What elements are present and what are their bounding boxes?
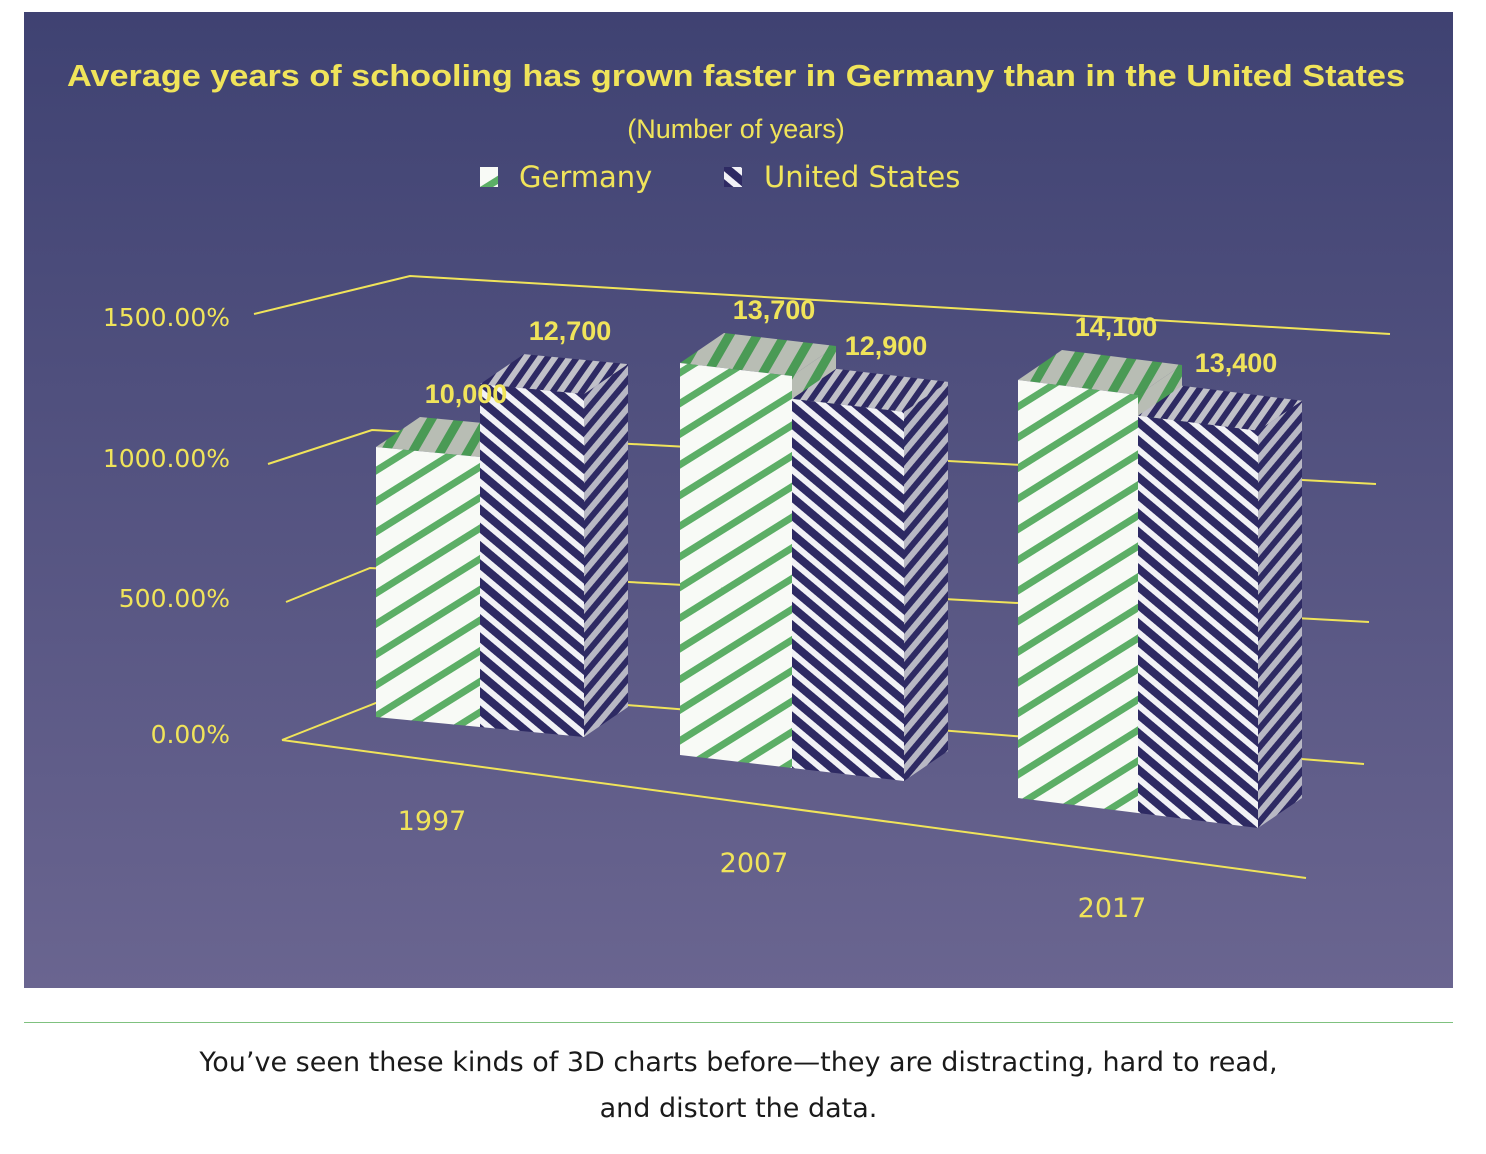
legend-swatch-germany (480, 167, 498, 187)
bar-top (480, 354, 628, 395)
bar-top (1018, 350, 1182, 395)
bar-label-united-states-2007: 12,900 (845, 331, 928, 361)
bar-label-germany-1997: 10,000 (425, 379, 508, 409)
caption: You’ve seen these kinds of 3D charts bef… (24, 1040, 1453, 1132)
bar-label-germany-2007: 13,700 (733, 295, 816, 325)
chart-title: Average years of schooling has grown fas… (67, 58, 1405, 93)
y-axis-ticks: 0.00% 500.00% 1000.00% 1500.00% (103, 303, 230, 749)
bar-label-united-states-2017: 13,400 (1195, 348, 1278, 378)
bar-top (1138, 385, 1302, 431)
legend-label-united-states: United States (764, 160, 960, 194)
caption-line-2: and distort the data. (599, 1093, 878, 1124)
legend: Germany United States (480, 160, 960, 194)
bar-front (1018, 380, 1138, 813)
bar-united-states-2007 (792, 368, 948, 781)
bar-front (680, 363, 792, 768)
y-tick-label: 1000.00% (103, 444, 230, 473)
bar-top (680, 333, 836, 376)
x-tick-label-2007: 2007 (720, 848, 789, 879)
divider (24, 1022, 1453, 1023)
x-axis-ticks: 1997 2007 2017 (398, 806, 1147, 924)
chart-panel: Average years of schooling has grown fas… (24, 12, 1453, 988)
bar-united-states-1997 (480, 354, 628, 737)
y-tick-label: 0.00% (151, 720, 230, 749)
bar-front (480, 384, 584, 737)
bar-side (904, 381, 948, 781)
bar-front (792, 398, 904, 781)
bar-top (792, 368, 948, 412)
y-tick-label: 500.00% (119, 584, 230, 613)
bar-front (376, 447, 480, 727)
caption-line-1: You’ve seen these kinds of 3D charts bef… (199, 1047, 1278, 1078)
chart-svg: Average years of schooling has grown fas… (67, 58, 1405, 924)
chart-subtitle: (Number of years) (627, 114, 845, 144)
x-tick-label-2017: 2017 (1078, 893, 1147, 924)
bars (376, 333, 1302, 828)
bar-front (1138, 415, 1258, 828)
legend-swatch-united-states (724, 167, 742, 187)
legend-label-germany: Germany (519, 160, 652, 194)
x-tick-label-1997: 1997 (398, 806, 467, 837)
bar-united-states-2017 (1138, 385, 1302, 828)
bar-label-united-states-1997: 12,700 (529, 316, 612, 346)
bar-side (584, 364, 628, 737)
bar-side (1258, 400, 1302, 828)
y-tick-label: 1500.00% (103, 303, 230, 332)
gridline-3 (253, 274, 1391, 335)
bar-labels: 10,000 12,700 13,700 12,900 14,100 13,400 (425, 295, 1278, 409)
bar-label-germany-2017: 14,100 (1075, 312, 1158, 342)
floor-front-edge (281, 739, 1307, 879)
